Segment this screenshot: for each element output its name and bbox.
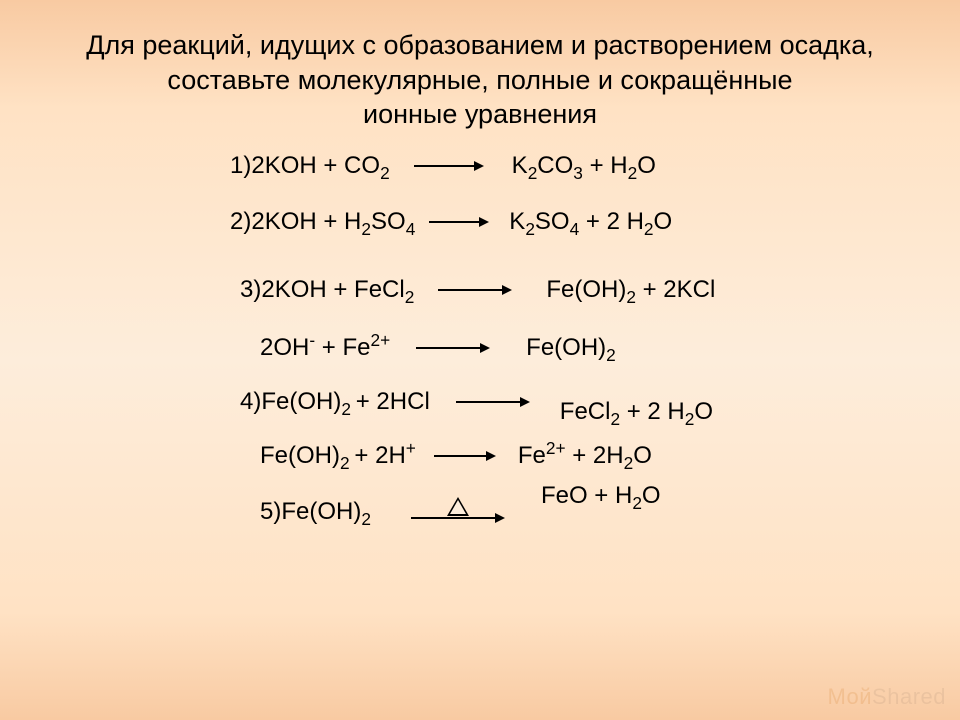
reactants: 2KOH + CO2 — [251, 152, 389, 180]
products: Fe2+ + 2H2O — [518, 442, 652, 470]
equation-row3: 3) 2KOH + FeCl2 Fe(OH)2 + 2KCl — [240, 276, 960, 304]
watermark-rest: Shared — [872, 684, 946, 709]
equation-row5: 5) Fe(OH)2FeO + H2O — [260, 498, 960, 526]
equation-number: 2) — [230, 208, 251, 236]
equation-number: 5) — [260, 498, 281, 526]
equation-number: 3) — [240, 276, 261, 304]
reaction-arrow-icon — [438, 285, 512, 295]
task-title: Для реакций, идущих с образованием и рас… — [0, 0, 960, 132]
reactants: Fe(OH)2 + 2H+ — [260, 442, 416, 470]
products: K2CO3 + H2O — [512, 152, 656, 180]
watermark: МойShared — [827, 684, 946, 710]
reaction-arrow-icon — [414, 161, 484, 171]
products: Fe(OH)2 — [526, 334, 616, 362]
equation-row4b: Fe(OH)2 + 2H+ Fe2+ + 2H2O — [260, 442, 960, 470]
title-line-3: ионные уравнения — [0, 97, 960, 132]
equation-row4: 4) Fe(OH)2 + 2HClFeCl2 + 2 H2O — [240, 388, 960, 416]
title-line-2: составьте молекулярные, полные и сокращё… — [0, 63, 960, 98]
products: FeO + H2O — [541, 482, 661, 510]
equation-row3b: 2OH- + Fe2+ Fe(OH)2 — [260, 334, 960, 362]
equations-block: 1) 2KOH + CO2 K2CO3 + H2O 2) 2KOH + H2SO4 K… — [0, 152, 960, 526]
products: FeCl2 + 2 H2O — [560, 398, 713, 426]
watermark-accent: Мой — [827, 684, 872, 709]
reactants: 2KOH + FeCl2 — [261, 276, 414, 304]
products: Fe(OH)2 + 2KCl — [546, 276, 715, 304]
equation-number: 4) — [240, 388, 261, 416]
reactants: 2OH- + Fe2+ — [260, 334, 390, 362]
reaction-arrow-icon — [434, 451, 496, 461]
reactants: Fe(OH)2 + 2HCl — [261, 388, 429, 416]
reaction-arrow-icon — [416, 343, 490, 353]
equation-row2: 2) 2KOH + H2SO4 K2SO4 + 2 H2O — [230, 208, 960, 236]
products: K2SO4 + 2 H2O — [509, 208, 672, 236]
heat-arrow-icon — [411, 498, 505, 526]
equation-number: 1) — [230, 152, 251, 180]
reactants: Fe(OH)2 — [281, 498, 371, 526]
reaction-arrow-icon — [456, 397, 530, 407]
reactants: 2KOH + H2SO4 — [251, 208, 415, 236]
title-line-1: Для реакций, идущих с образованием и рас… — [0, 28, 960, 63]
reaction-arrow-icon — [429, 217, 489, 227]
equation-row1: 1) 2KOH + CO2 K2CO3 + H2O — [230, 152, 960, 180]
